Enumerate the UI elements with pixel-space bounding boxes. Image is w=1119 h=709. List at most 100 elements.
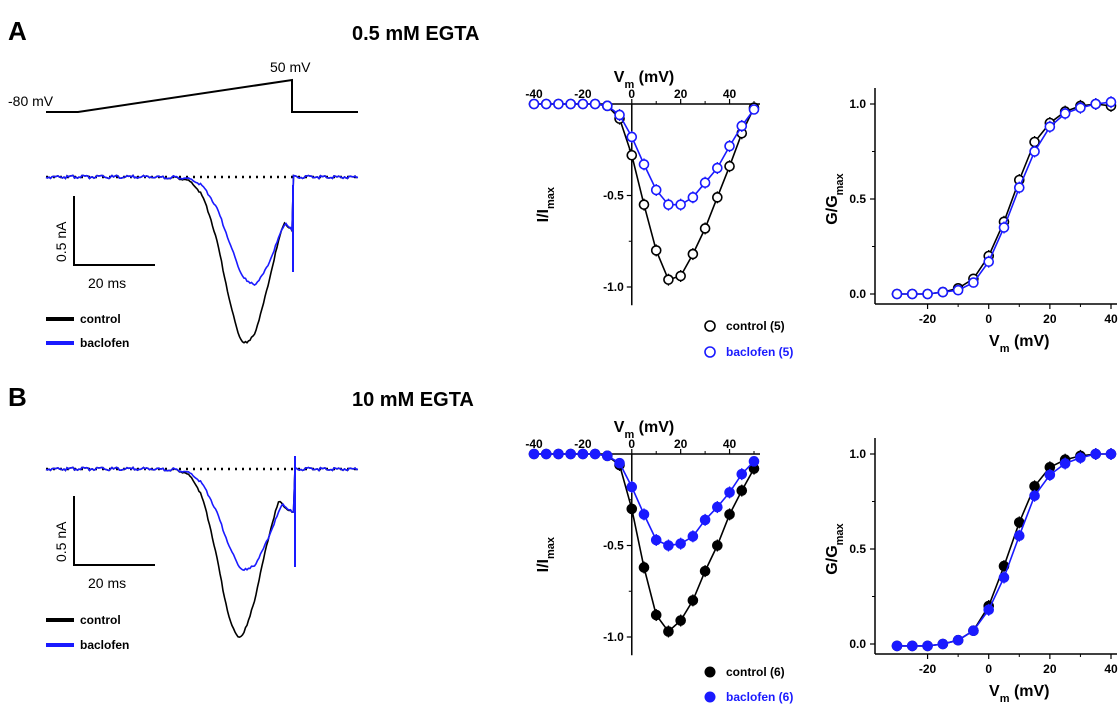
data-point — [922, 640, 933, 652]
scale-bar-lines — [73, 496, 155, 566]
legend-label-baclofen: baclofen (5) — [726, 345, 793, 359]
data-point — [906, 640, 918, 652]
data-point — [650, 245, 662, 256]
x-axis-label: Vm (mV) — [989, 683, 1049, 705]
data-point — [650, 609, 662, 621]
trace-legend-a: control baclofen — [46, 312, 129, 350]
data-point — [1090, 448, 1102, 460]
data-point — [1044, 121, 1056, 133]
x-tick-label: 40 — [723, 87, 737, 101]
data-point — [699, 177, 711, 188]
protocol-start-label: -80 mV — [8, 93, 54, 109]
y-tick-label: 0.0 — [849, 637, 866, 651]
data-point — [983, 604, 995, 616]
data-point — [724, 140, 735, 152]
x-axis-label: Vm (mV) — [989, 333, 1049, 355]
data-point — [968, 625, 979, 637]
data-point — [998, 572, 1010, 583]
data-point — [724, 509, 735, 520]
data-point — [1090, 98, 1102, 110]
data-point — [528, 448, 540, 460]
data-point — [687, 595, 699, 606]
protocol-peak-label: 50 mV — [270, 59, 311, 75]
data-point — [626, 503, 638, 515]
x-tick-label: -40 — [525, 437, 543, 451]
data-point — [614, 457, 625, 469]
data-point — [736, 468, 748, 480]
data-point — [1029, 480, 1040, 492]
data-point — [891, 640, 903, 652]
legend-label-control: control — [80, 613, 121, 627]
data-point — [736, 485, 748, 496]
y-tick-label: 0.5 — [849, 542, 866, 556]
data-point — [540, 448, 552, 460]
x-tick-label: -40 — [525, 87, 543, 101]
y-axis-label: I/Imax — [535, 536, 557, 572]
scale-bar-lines — [73, 196, 155, 266]
scale-bar-b: 0.5 nA 20 ms — [53, 496, 155, 591]
x-tick-label: 40 — [723, 437, 737, 451]
legend-label-baclofen: baclofen — [80, 336, 129, 350]
data-point — [589, 98, 601, 110]
y-tick-label: 0.0 — [849, 287, 866, 301]
data-point — [650, 184, 662, 196]
current-traces-b — [45, 456, 359, 639]
data-point — [724, 160, 735, 172]
data-point — [736, 120, 748, 132]
data-point — [1105, 448, 1117, 460]
data-point — [687, 531, 699, 542]
control-trace — [45, 466, 359, 639]
baclofen-trace — [45, 174, 359, 286]
data-point — [699, 565, 711, 577]
y-axis-label: G/Gmax — [824, 522, 846, 574]
data-point — [712, 192, 723, 203]
data-point — [922, 288, 933, 300]
data-point — [1013, 182, 1025, 193]
data-point — [626, 131, 638, 143]
data-point — [712, 162, 723, 174]
data-point — [1105, 96, 1117, 108]
legend-label-baclofen: baclofen (6) — [726, 690, 793, 704]
iv-plot-b: -40 -20 0 20 40 -0.5 -1.0 Vm (mV) I/Imax — [525, 419, 760, 656]
x-tick-label: 40 — [1104, 312, 1118, 326]
x-tick-label: 20 — [674, 437, 688, 451]
data-point — [663, 626, 674, 637]
data-point — [687, 248, 699, 260]
x-tick-label: -20 — [919, 662, 937, 676]
x-tick-label: 20 — [1043, 312, 1057, 326]
x-tick-label: -20 — [919, 312, 937, 326]
x-tick-label: -20 — [574, 437, 592, 451]
data-point — [650, 534, 662, 546]
data-point — [891, 288, 903, 300]
data-point — [602, 100, 613, 112]
legend-label-baclofen: baclofen — [80, 638, 129, 652]
data-point — [675, 199, 686, 210]
data-point — [638, 562, 650, 573]
data-point — [638, 199, 650, 210]
fit-line — [897, 453, 1111, 647]
data-point — [952, 634, 964, 646]
y-tick-label: -1.0 — [603, 630, 624, 644]
x-axis-label: Vm (mV) — [614, 69, 674, 91]
legend-label-control: control (5) — [726, 319, 785, 333]
legend-marker-baclofen — [704, 346, 716, 358]
data-point — [565, 98, 576, 110]
data-point — [937, 286, 949, 298]
data-point — [589, 448, 601, 460]
x-tick-label: 40 — [1104, 662, 1118, 676]
data-point — [663, 274, 674, 285]
data-point — [528, 98, 540, 110]
iv-legend-a: control (5) baclofen (5) — [704, 319, 793, 359]
data-point — [675, 538, 686, 549]
data-point — [663, 199, 674, 210]
legend-marker-control — [704, 320, 716, 332]
data-point — [699, 223, 711, 234]
x-axis-label: Vm (mV) — [614, 419, 674, 441]
x-tick-label: 20 — [674, 87, 688, 101]
data-point — [638, 159, 650, 170]
data-point — [712, 540, 723, 551]
data-point — [968, 277, 979, 288]
data-point — [1075, 102, 1086, 114]
y-tick-label: 1.0 — [849, 97, 866, 111]
data-point — [712, 501, 723, 513]
